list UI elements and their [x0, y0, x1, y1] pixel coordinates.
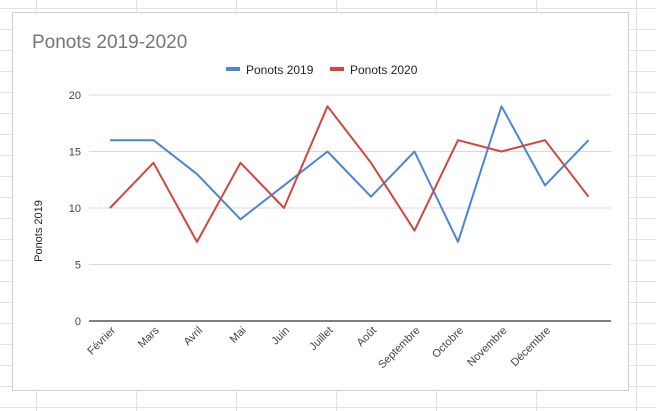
grid-lines	[89, 94, 611, 322]
chart-title: Ponots 2019-2020	[32, 32, 187, 53]
x-tick-label: Février	[85, 324, 118, 357]
x-tick-label: Octobre	[430, 325, 466, 361]
x-tick-label: Juillet	[307, 325, 335, 353]
x-tick-label: Août	[355, 325, 379, 349]
legend-label: Ponots 2019	[246, 63, 314, 77]
legend-swatch	[330, 67, 344, 71]
x-tick-label: Novembre	[465, 325, 509, 369]
y-tick-label: 20	[69, 90, 81, 102]
legend-swatch	[226, 67, 240, 71]
series-line-ponots-2019	[110, 105, 590, 243]
x-tick-label: Décembre	[509, 325, 553, 369]
x-tick-label: Septembre	[376, 325, 423, 372]
y-tick-label: 0	[75, 316, 81, 328]
x-tick-label: Mars	[136, 324, 162, 350]
y-tick-label: 5	[75, 260, 81, 272]
x-tick-label: Juin	[269, 325, 292, 348]
series-line-ponots-2020	[109, 105, 590, 243]
x-axis-ticks: Février Mars Avril Mai Juin Juillet AoûtSeptem…	[85, 324, 553, 371]
legend-label: Ponots 2020	[350, 63, 418, 77]
x-tick-label: Avril	[182, 325, 205, 348]
y-axis-label: Ponots 2019	[33, 200, 45, 262]
y-tick-label: 15	[69, 147, 81, 159]
x-tick-label: Mai	[228, 325, 249, 346]
legend: Ponots 2019 Ponots 2020	[226, 63, 418, 77]
y-tick-label: 10	[69, 203, 81, 215]
y-axis-ticks: 0 5 10 15 20	[69, 90, 81, 328]
series-lines	[109, 105, 590, 243]
chart-frame	[12, 12, 629, 391]
